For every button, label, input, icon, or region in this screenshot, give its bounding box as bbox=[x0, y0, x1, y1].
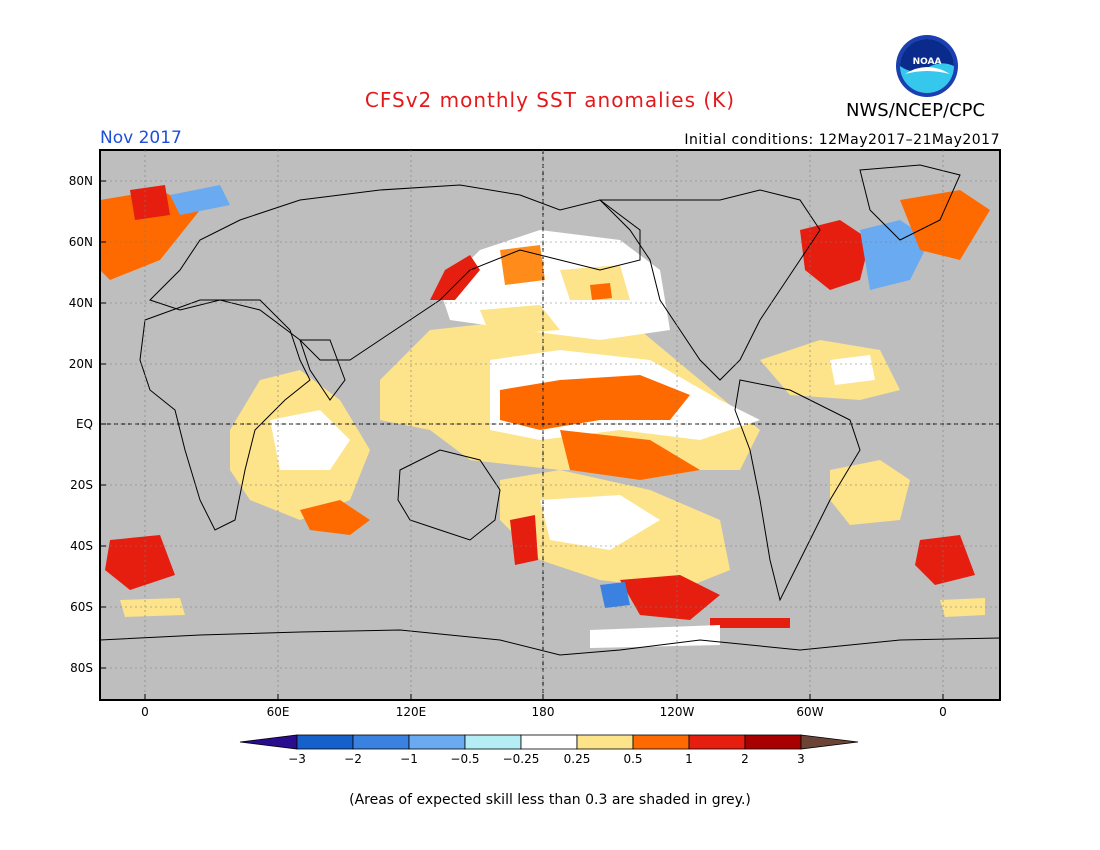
colorbar-cell bbox=[632, 734, 690, 750]
colorbar-cell bbox=[464, 734, 522, 750]
logo-text: NOAA bbox=[913, 57, 942, 67]
colorbar-tick-label: 0.25 bbox=[564, 752, 591, 766]
map-grid bbox=[100, 150, 1000, 700]
colorbar-cell bbox=[408, 734, 466, 750]
lat-label: 60N bbox=[69, 235, 93, 249]
colorbar-under-triangle bbox=[239, 734, 298, 750]
colorbar-cell bbox=[352, 734, 410, 750]
colorbar-cell bbox=[576, 734, 634, 750]
colorbar-tick-label: 2 bbox=[741, 752, 749, 766]
noaa-logo: NOAA bbox=[896, 35, 958, 97]
colorbar-tick-label: −1 bbox=[400, 752, 418, 766]
colorbar-tick-label: −2 bbox=[344, 752, 362, 766]
colorbar-tick-label: −0.5 bbox=[450, 752, 479, 766]
lat-label: 20S bbox=[70, 478, 93, 492]
continent-outlines bbox=[99, 164, 1001, 656]
lat-label: 40S bbox=[70, 539, 93, 553]
lat-label: 40N bbox=[69, 296, 93, 310]
colorbar-tick-label: 1 bbox=[685, 752, 693, 766]
colorbar-tick-label: −3 bbox=[288, 752, 306, 766]
lon-label: 0 bbox=[141, 705, 149, 719]
lon-label: 180 bbox=[532, 705, 555, 719]
footnote: (Areas of expected skill less than 0.3 a… bbox=[349, 792, 751, 808]
colorbar-tick-label: 3 bbox=[797, 752, 805, 766]
colorbar-tick-labels: −3 −2 −1 −0.5 −0.25 0.25 0.5 1 2 3 bbox=[288, 752, 805, 766]
latitude-labels: 80N 60N 40N 20N EQ 20S 40S 60S 80S bbox=[69, 174, 93, 675]
lat-label: 80N bbox=[69, 174, 93, 188]
colorbar-tick-label: −0.25 bbox=[503, 752, 540, 766]
lon-label: 60E bbox=[267, 705, 290, 719]
lat-label: EQ bbox=[76, 417, 93, 431]
colorbar-cell bbox=[296, 734, 354, 750]
lat-label: 20N bbox=[69, 357, 93, 371]
colorbar-cell bbox=[688, 734, 746, 750]
longitude-labels: 0 60E 120E 180 120W 60W 0 bbox=[141, 705, 947, 719]
lat-label: 80S bbox=[70, 661, 93, 675]
lon-label: 120W bbox=[660, 705, 695, 719]
colorbar bbox=[239, 734, 859, 750]
agency-label: NWS/NCEP/CPC bbox=[846, 100, 986, 121]
initial-conditions: Initial conditions: 12May2017–21May2017 bbox=[684, 132, 1000, 148]
forecast-month: Nov 2017 bbox=[100, 128, 182, 148]
sst-anomaly-fields bbox=[100, 185, 990, 648]
lon-label: 60W bbox=[796, 705, 823, 719]
chart-title: CFSv2 monthly SST anomalies (K) bbox=[364, 88, 736, 112]
lat-label: 60S bbox=[70, 600, 93, 614]
lon-label: 120E bbox=[396, 705, 427, 719]
colorbar-cell bbox=[520, 734, 578, 750]
colorbar-over-triangle bbox=[800, 734, 859, 750]
lon-label: 0 bbox=[939, 705, 947, 719]
colorbar-cell bbox=[744, 734, 802, 750]
map-frame bbox=[99, 149, 1001, 701]
colorbar-tick-label: 0.5 bbox=[623, 752, 642, 766]
